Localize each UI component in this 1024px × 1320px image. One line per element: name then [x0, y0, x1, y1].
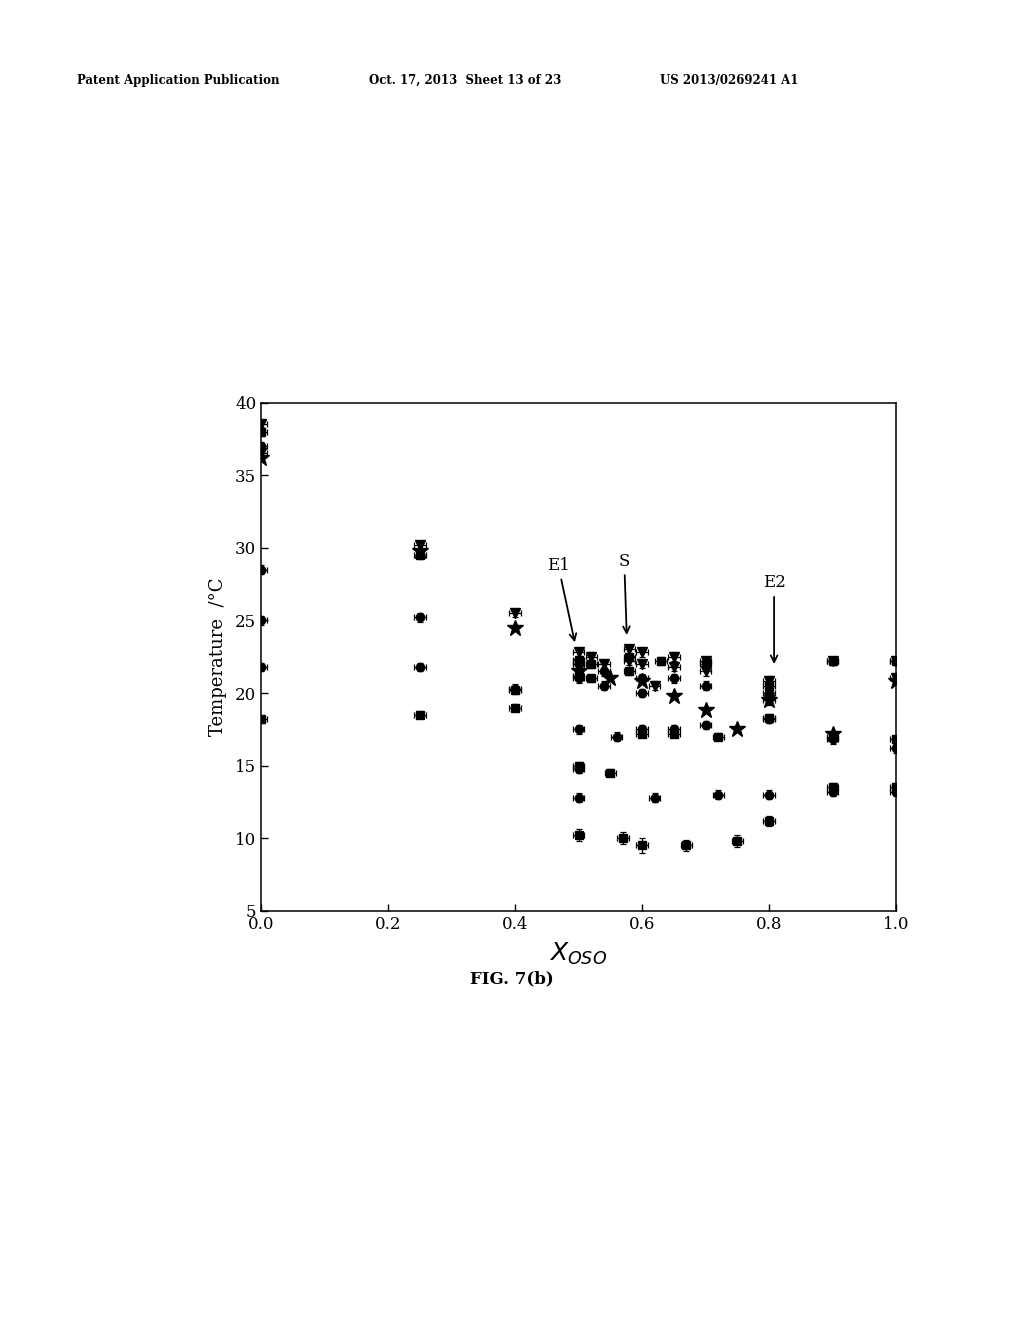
Y-axis label: Temperature  /°C: Temperature /°C [209, 577, 226, 737]
Text: Patent Application Publication: Patent Application Publication [77, 74, 280, 87]
Text: E2: E2 [763, 574, 785, 663]
Text: US 2013/0269241 A1: US 2013/0269241 A1 [660, 74, 799, 87]
Text: FIG. 7(b): FIG. 7(b) [470, 970, 554, 987]
Text: E1: E1 [547, 557, 577, 640]
Text: Oct. 17, 2013  Sheet 13 of 23: Oct. 17, 2013 Sheet 13 of 23 [369, 74, 561, 87]
Text: S: S [618, 553, 630, 634]
X-axis label: $X_{OSO}$: $X_{OSO}$ [550, 941, 607, 968]
